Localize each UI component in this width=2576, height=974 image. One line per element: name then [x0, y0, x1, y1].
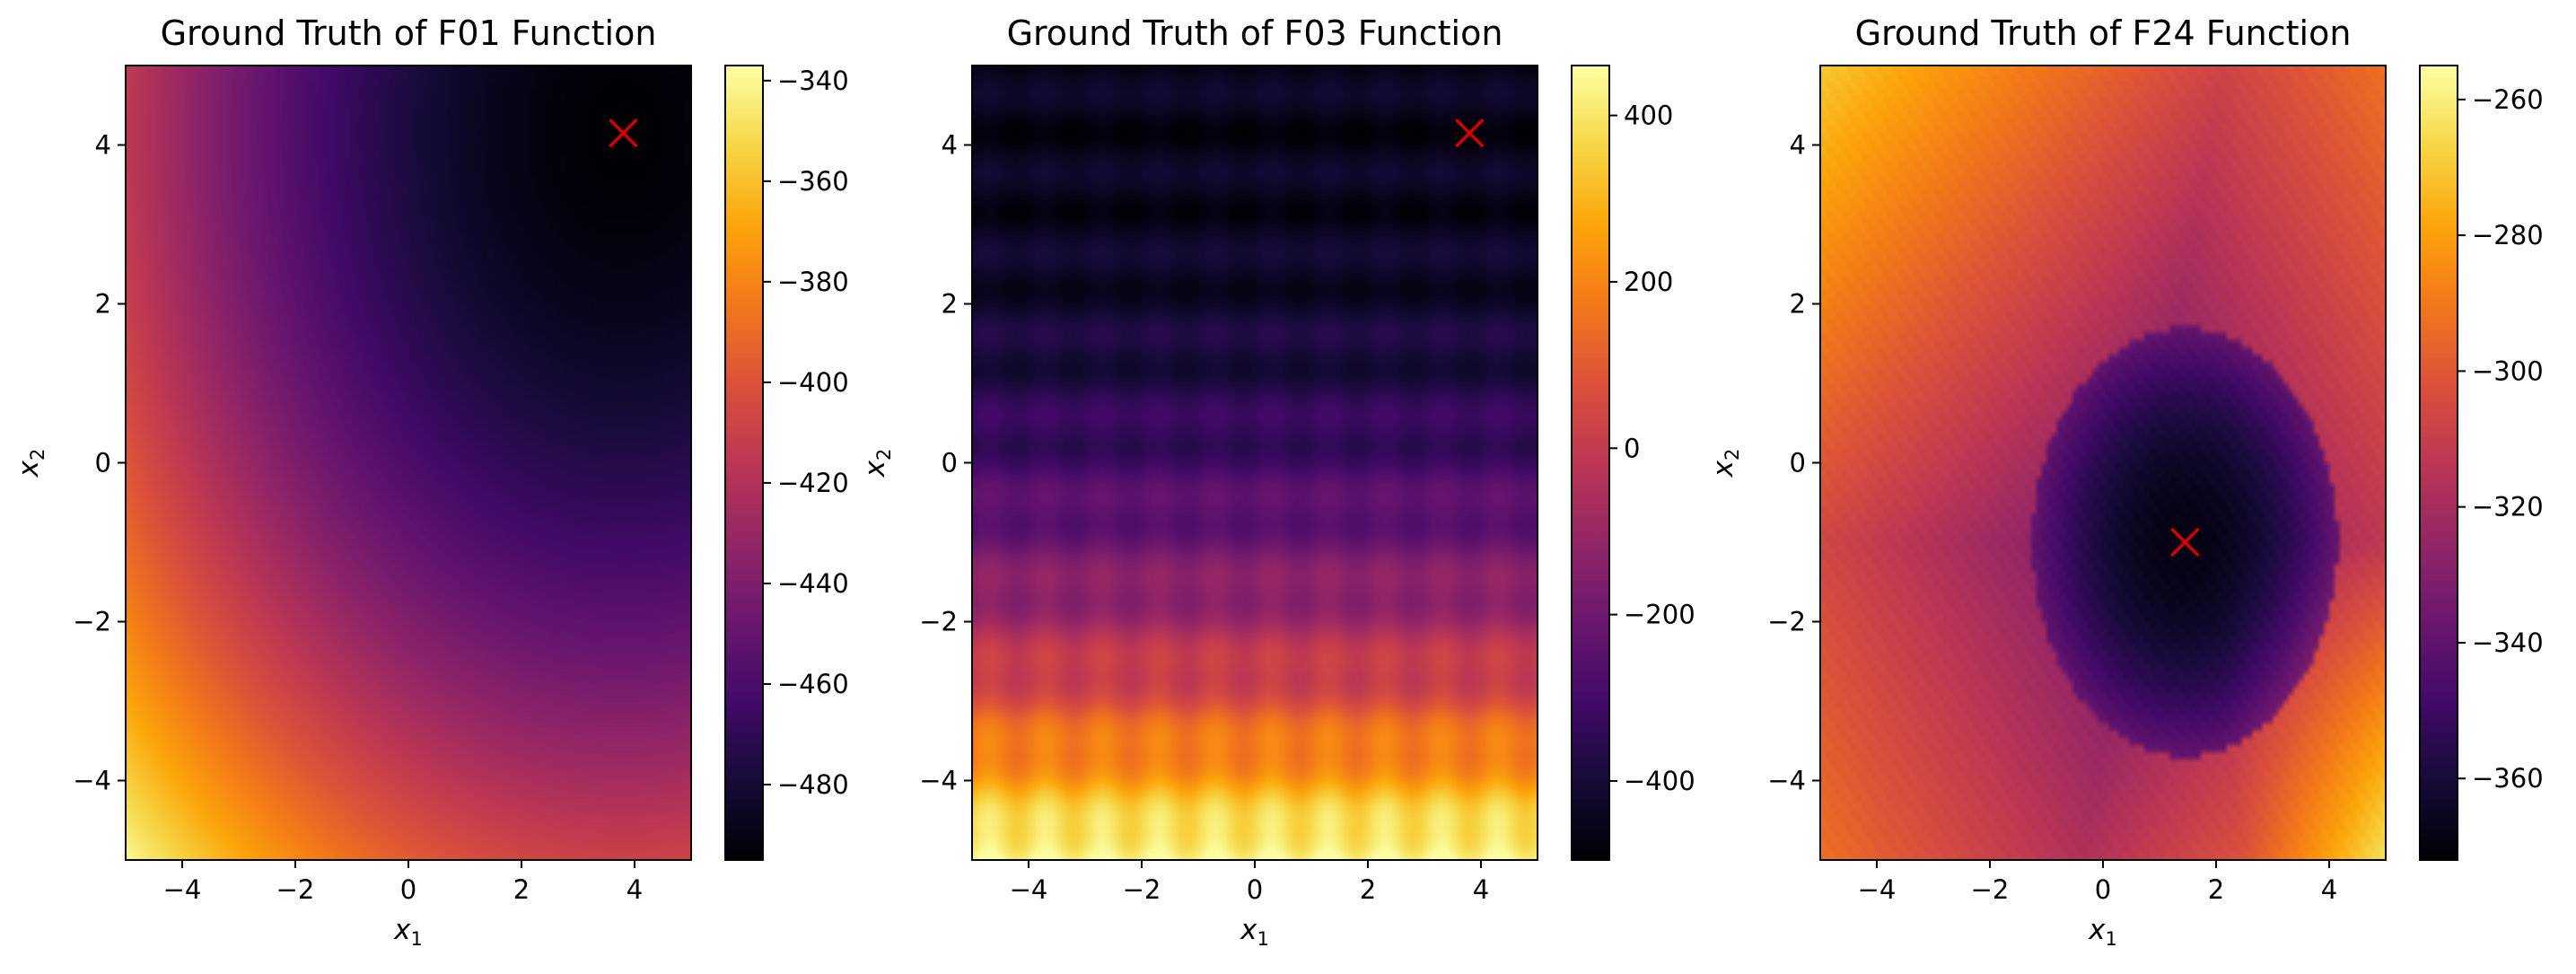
colorbar-tick-label: −400 [777, 367, 849, 398]
colorbar-frame [724, 65, 764, 861]
x-tick-label: 0 [1247, 874, 1263, 905]
chart-title: Ground Truth of F01 Function [161, 13, 657, 53]
y-axis-label: x2 [1707, 449, 1743, 478]
y-tick-label: 4 [1790, 130, 1806, 161]
x-tick-label: 2 [513, 874, 530, 905]
colorbar-tick-label: −360 [777, 166, 849, 197]
colorbar-tick-label: −340 [777, 66, 849, 96]
y-tick-label: 0 [1790, 448, 1806, 478]
colorbar-tick-label: 0 [1624, 433, 1640, 463]
x-tick-label: −4 [1858, 874, 1897, 905]
y-tick-label: −4 [919, 766, 958, 796]
optimum-marker [2170, 527, 2200, 557]
x-tick-label: −2 [1971, 874, 2010, 905]
chart-panel-2: Ground Truth of F03 Function−4 −2 0 2 4−4−20… [859, 13, 1695, 950]
y-tick-label: −2 [73, 607, 111, 637]
colorbar-frame [2419, 65, 2458, 861]
y-tick-label: −4 [73, 766, 111, 796]
heatmap-image [1820, 66, 2386, 860]
x-tick-label: 4 [626, 874, 643, 905]
colorbar-tick-label: −480 [777, 769, 849, 800]
chart-panel-3: Ground Truth of F24 Function −4 −2 0 2 4 −4 −2 0… [1707, 13, 2544, 950]
chart-title: Ground Truth of F03 Function [1007, 13, 1503, 53]
chart-panel-1: Ground Truth of F01 Function −4 −2 0 2 4 −4 −2 0… [13, 13, 849, 950]
y-tick-label: 4 [95, 130, 111, 161]
y-tick-label: −4 [1767, 766, 1806, 796]
y-tick-label: 2 [942, 289, 958, 320]
colorbar-tick-label: −280 [2472, 220, 2544, 250]
colorbar [1572, 66, 1609, 860]
colorbar [725, 66, 763, 860]
y-axis-label: x2 [13, 449, 48, 478]
x-axis-label: x1 [2088, 914, 2117, 950]
colorbar-tick-label: −260 [2472, 84, 2544, 115]
x-tick-label: −2 [276, 874, 315, 905]
colorbar-tick-label: −380 [777, 267, 849, 297]
colorbar-tick-label: −360 [2472, 763, 2544, 794]
colorbar [2420, 66, 2458, 860]
x-tick-label: 2 [1360, 874, 1376, 905]
colorbar-tick-label: −460 [777, 669, 849, 699]
colorbar-tick-label: −300 [2472, 355, 2544, 386]
colorbar-tick-label: 200 [1624, 267, 1673, 297]
x-tick-label: −4 [1010, 874, 1048, 905]
x-tick-label: 0 [400, 874, 416, 905]
x-tick-label: 4 [1473, 874, 1489, 905]
colorbar-frame [1571, 65, 1610, 861]
y-axis-label: x2 [859, 449, 895, 478]
optimum-marker [1455, 118, 1485, 148]
y-tick-label: 0 [95, 448, 111, 478]
colorbar-tick-label: −320 [2472, 492, 2544, 522]
x-tick-label: −4 [163, 874, 202, 905]
x-axis-label: x1 [1240, 914, 1269, 950]
colorbar-tick-label: −420 [777, 468, 849, 498]
colorbar-tick-label: −400 [1624, 766, 1695, 796]
heatmap-image [126, 66, 691, 860]
x-tick-label: −2 [1123, 874, 1161, 905]
optimum-marker [609, 118, 638, 148]
colorbar-tick-label: 400 [1624, 101, 1673, 131]
x-axis-label: x1 [393, 914, 423, 950]
chart-title: Ground Truth of F24 Function [1855, 13, 2352, 53]
x-tick-label: 2 [2208, 874, 2224, 905]
y-tick-label: −2 [919, 607, 958, 637]
heatmap-image [972, 66, 1538, 860]
x-tick-label: 0 [2095, 874, 2111, 905]
colorbar-tick-label: −340 [2472, 627, 2544, 658]
colorbar-tick-label: −200 [1624, 600, 1695, 630]
y-tick-label: 0 [942, 448, 958, 478]
x-tick-label: 4 [2321, 874, 2337, 905]
y-tick-label: 2 [1790, 289, 1806, 320]
y-tick-label: 4 [942, 130, 958, 161]
colorbar-tick-label: −440 [777, 568, 849, 599]
y-tick-label: −2 [1767, 607, 1806, 637]
y-tick-label: 2 [95, 289, 111, 320]
